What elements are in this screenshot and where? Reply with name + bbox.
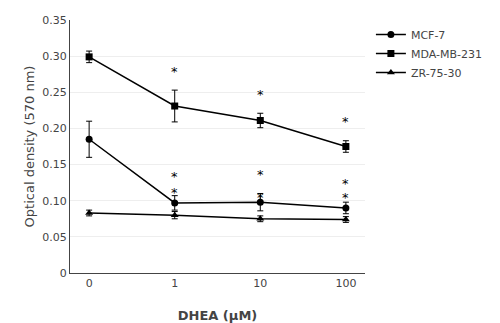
svg-text:MCF-7: MCF-7 <box>411 29 445 42</box>
svg-text:1: 1 <box>171 277 178 290</box>
svg-text:0: 0 <box>60 267 67 280</box>
svg-text:0.15: 0.15 <box>42 158 67 171</box>
svg-text:0.10: 0.10 <box>42 195 67 208</box>
svg-text:0.30: 0.30 <box>42 50 67 63</box>
svg-text:*: * <box>342 114 349 129</box>
svg-text:Optical density (570 nm): Optical density (570 nm) <box>22 66 37 228</box>
svg-text:0.25: 0.25 <box>42 86 67 99</box>
svg-text:MDA-MB-231: MDA-MB-231 <box>411 48 482 61</box>
svg-text:*: * <box>257 167 264 182</box>
svg-text:0: 0 <box>86 277 93 290</box>
svg-text:0.05: 0.05 <box>42 231 67 244</box>
svg-text:*: * <box>257 87 264 102</box>
svg-text:*: * <box>342 190 349 205</box>
svg-text:*: * <box>171 64 178 79</box>
svg-text:100: 100 <box>335 277 356 290</box>
svg-text:10: 10 <box>253 277 267 290</box>
svg-text:*: * <box>257 190 264 205</box>
svg-text:0.20: 0.20 <box>42 122 67 135</box>
svg-text:0.35: 0.35 <box>42 14 67 27</box>
svg-text:*: * <box>171 169 178 184</box>
svg-text:*: * <box>342 176 349 191</box>
svg-text:DHEA (μM): DHEA (μM) <box>178 308 258 323</box>
svg-text:*: * <box>171 185 178 200</box>
svg-text:ZR-75-30: ZR-75-30 <box>411 67 462 80</box>
